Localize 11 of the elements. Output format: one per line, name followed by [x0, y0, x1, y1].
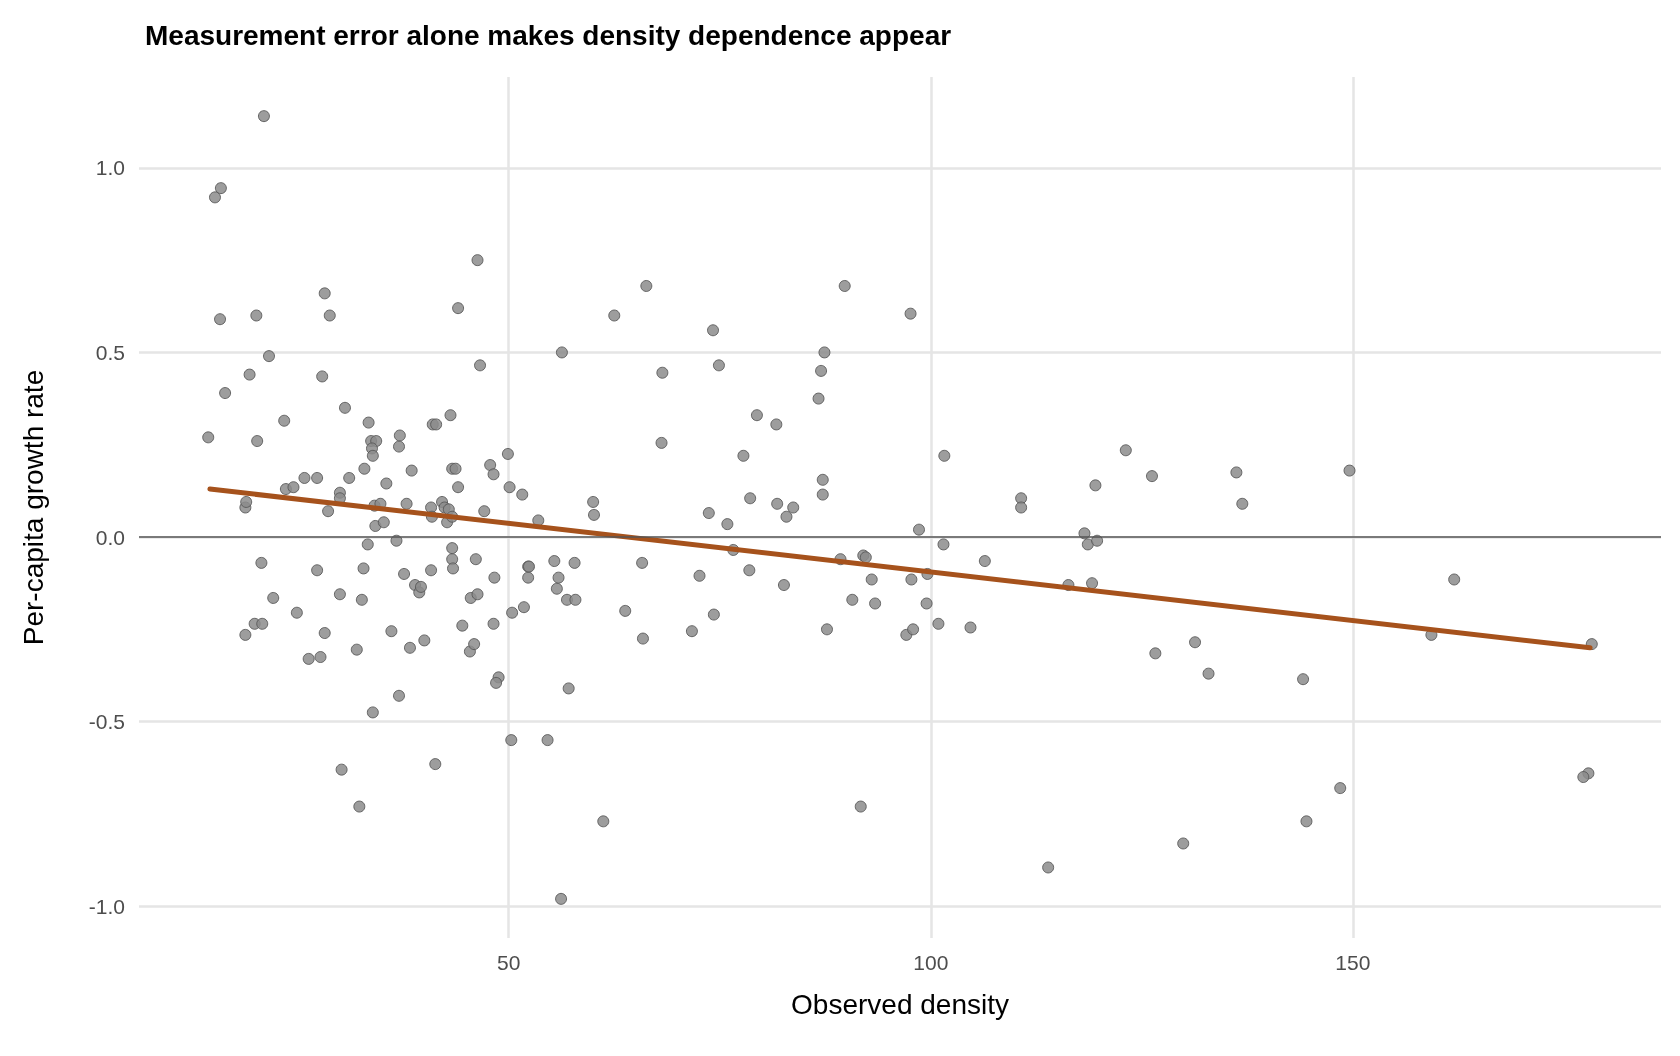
x-tick-label: 150	[1335, 951, 1371, 974]
x-tick-label: 100	[913, 951, 949, 974]
y-tick-label: 1.0	[95, 156, 125, 180]
y-tick-label: -0.5	[88, 710, 125, 734]
y-tick-label: 0.0	[95, 525, 125, 549]
y-tick-label: 0.5	[95, 340, 125, 364]
x-tick-label: 50	[497, 951, 521, 974]
x-axis-title: Observed density	[791, 988, 1009, 1020]
y-tick-label: -1.0	[88, 894, 125, 918]
y-axis-title: Per-capita growth rate	[17, 369, 49, 646]
chart-title: Measurement error alone makes density dependence appear	[145, 19, 952, 51]
